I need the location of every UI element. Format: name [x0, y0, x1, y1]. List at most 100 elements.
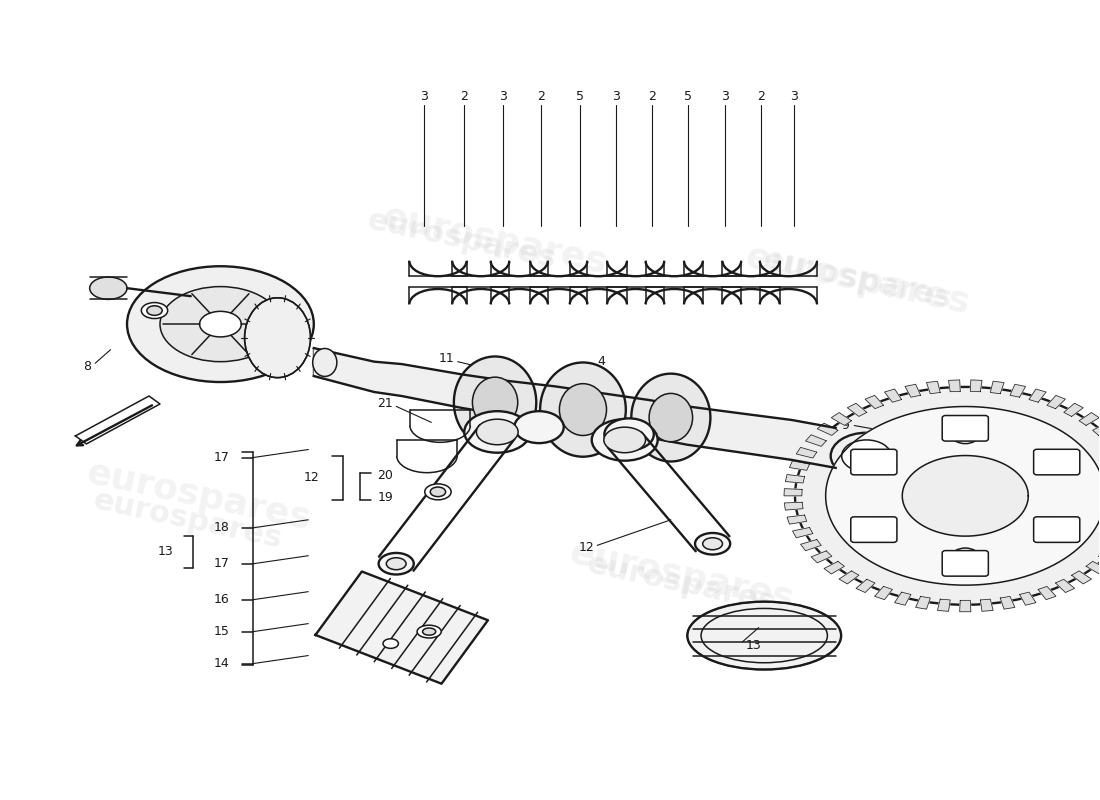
- Text: 10: 10: [908, 459, 924, 472]
- Ellipse shape: [422, 628, 436, 635]
- Text: eurospares: eurospares: [760, 246, 955, 314]
- Ellipse shape: [146, 306, 162, 315]
- Text: 18: 18: [213, 522, 229, 534]
- Ellipse shape: [383, 638, 398, 648]
- Text: 17: 17: [213, 451, 229, 464]
- FancyBboxPatch shape: [850, 517, 896, 542]
- FancyBboxPatch shape: [1034, 450, 1080, 475]
- Polygon shape: [790, 461, 810, 470]
- Polygon shape: [894, 592, 911, 605]
- Polygon shape: [785, 474, 804, 483]
- Polygon shape: [990, 382, 1004, 394]
- Polygon shape: [839, 571, 859, 584]
- Polygon shape: [826, 406, 1100, 585]
- Polygon shape: [1071, 571, 1091, 584]
- Polygon shape: [832, 413, 851, 426]
- FancyBboxPatch shape: [943, 415, 988, 441]
- Text: eurospares: eurospares: [379, 200, 610, 281]
- Ellipse shape: [688, 602, 842, 670]
- Text: 2: 2: [757, 90, 764, 103]
- Polygon shape: [902, 455, 1028, 536]
- Ellipse shape: [1034, 518, 1062, 535]
- Polygon shape: [795, 387, 1100, 605]
- Text: 5: 5: [575, 90, 584, 103]
- Ellipse shape: [90, 277, 126, 299]
- Ellipse shape: [425, 484, 451, 500]
- FancyBboxPatch shape: [943, 550, 988, 576]
- Polygon shape: [784, 489, 802, 496]
- Ellipse shape: [386, 558, 406, 570]
- Ellipse shape: [592, 419, 658, 461]
- Polygon shape: [805, 434, 826, 446]
- Polygon shape: [1056, 579, 1075, 593]
- Text: eurospares: eurospares: [365, 206, 559, 274]
- Polygon shape: [792, 527, 813, 538]
- Polygon shape: [1086, 562, 1100, 574]
- Polygon shape: [788, 515, 806, 524]
- Text: 3: 3: [498, 90, 507, 103]
- Polygon shape: [1010, 384, 1025, 398]
- Ellipse shape: [952, 548, 979, 566]
- Text: 12: 12: [304, 471, 319, 484]
- Polygon shape: [856, 579, 875, 593]
- Polygon shape: [980, 599, 993, 611]
- Ellipse shape: [141, 302, 167, 318]
- Ellipse shape: [378, 553, 414, 574]
- Ellipse shape: [312, 349, 337, 377]
- Ellipse shape: [417, 626, 441, 638]
- Polygon shape: [937, 599, 950, 611]
- Polygon shape: [905, 384, 921, 398]
- Polygon shape: [811, 551, 832, 563]
- Text: eurospares: eurospares: [742, 240, 972, 321]
- Ellipse shape: [869, 518, 896, 535]
- Polygon shape: [1020, 592, 1036, 605]
- Polygon shape: [1092, 423, 1100, 435]
- Text: 21: 21: [377, 398, 393, 410]
- Text: eurospares: eurospares: [566, 535, 798, 616]
- Ellipse shape: [830, 433, 902, 479]
- Polygon shape: [316, 571, 488, 684]
- Polygon shape: [884, 389, 902, 402]
- Ellipse shape: [604, 427, 646, 453]
- Text: 11: 11: [439, 352, 454, 365]
- FancyBboxPatch shape: [1034, 517, 1080, 542]
- Ellipse shape: [649, 394, 693, 442]
- Text: 13: 13: [746, 639, 761, 653]
- Polygon shape: [1064, 403, 1084, 417]
- Text: 3: 3: [420, 90, 428, 103]
- Text: eurospares: eurospares: [585, 550, 779, 618]
- Text: 20: 20: [377, 470, 394, 482]
- Text: 16: 16: [213, 593, 229, 606]
- Ellipse shape: [631, 374, 711, 462]
- Text: 5: 5: [684, 90, 692, 103]
- Polygon shape: [824, 562, 845, 574]
- Polygon shape: [1000, 597, 1015, 609]
- Text: 2: 2: [537, 90, 546, 103]
- Polygon shape: [801, 539, 822, 550]
- Polygon shape: [915, 597, 931, 609]
- Text: 1: 1: [828, 474, 836, 486]
- Ellipse shape: [430, 487, 446, 497]
- Ellipse shape: [1034, 457, 1062, 474]
- Text: 8: 8: [82, 360, 91, 373]
- Text: 17: 17: [213, 558, 229, 570]
- Text: 3: 3: [790, 90, 798, 103]
- Ellipse shape: [126, 266, 314, 382]
- Ellipse shape: [454, 357, 537, 448]
- Ellipse shape: [869, 457, 896, 474]
- Ellipse shape: [464, 411, 530, 453]
- Text: 19: 19: [377, 491, 394, 504]
- Polygon shape: [796, 447, 817, 458]
- Polygon shape: [959, 600, 971, 612]
- Polygon shape: [1047, 395, 1066, 409]
- Ellipse shape: [160, 286, 280, 362]
- Polygon shape: [1028, 389, 1046, 402]
- Text: eurospares: eurospares: [84, 455, 313, 536]
- Text: 2: 2: [648, 90, 656, 103]
- Ellipse shape: [952, 426, 979, 444]
- Polygon shape: [1038, 586, 1056, 600]
- Polygon shape: [1099, 551, 1100, 563]
- Ellipse shape: [695, 533, 730, 554]
- Text: 2: 2: [801, 442, 808, 454]
- Ellipse shape: [540, 362, 626, 457]
